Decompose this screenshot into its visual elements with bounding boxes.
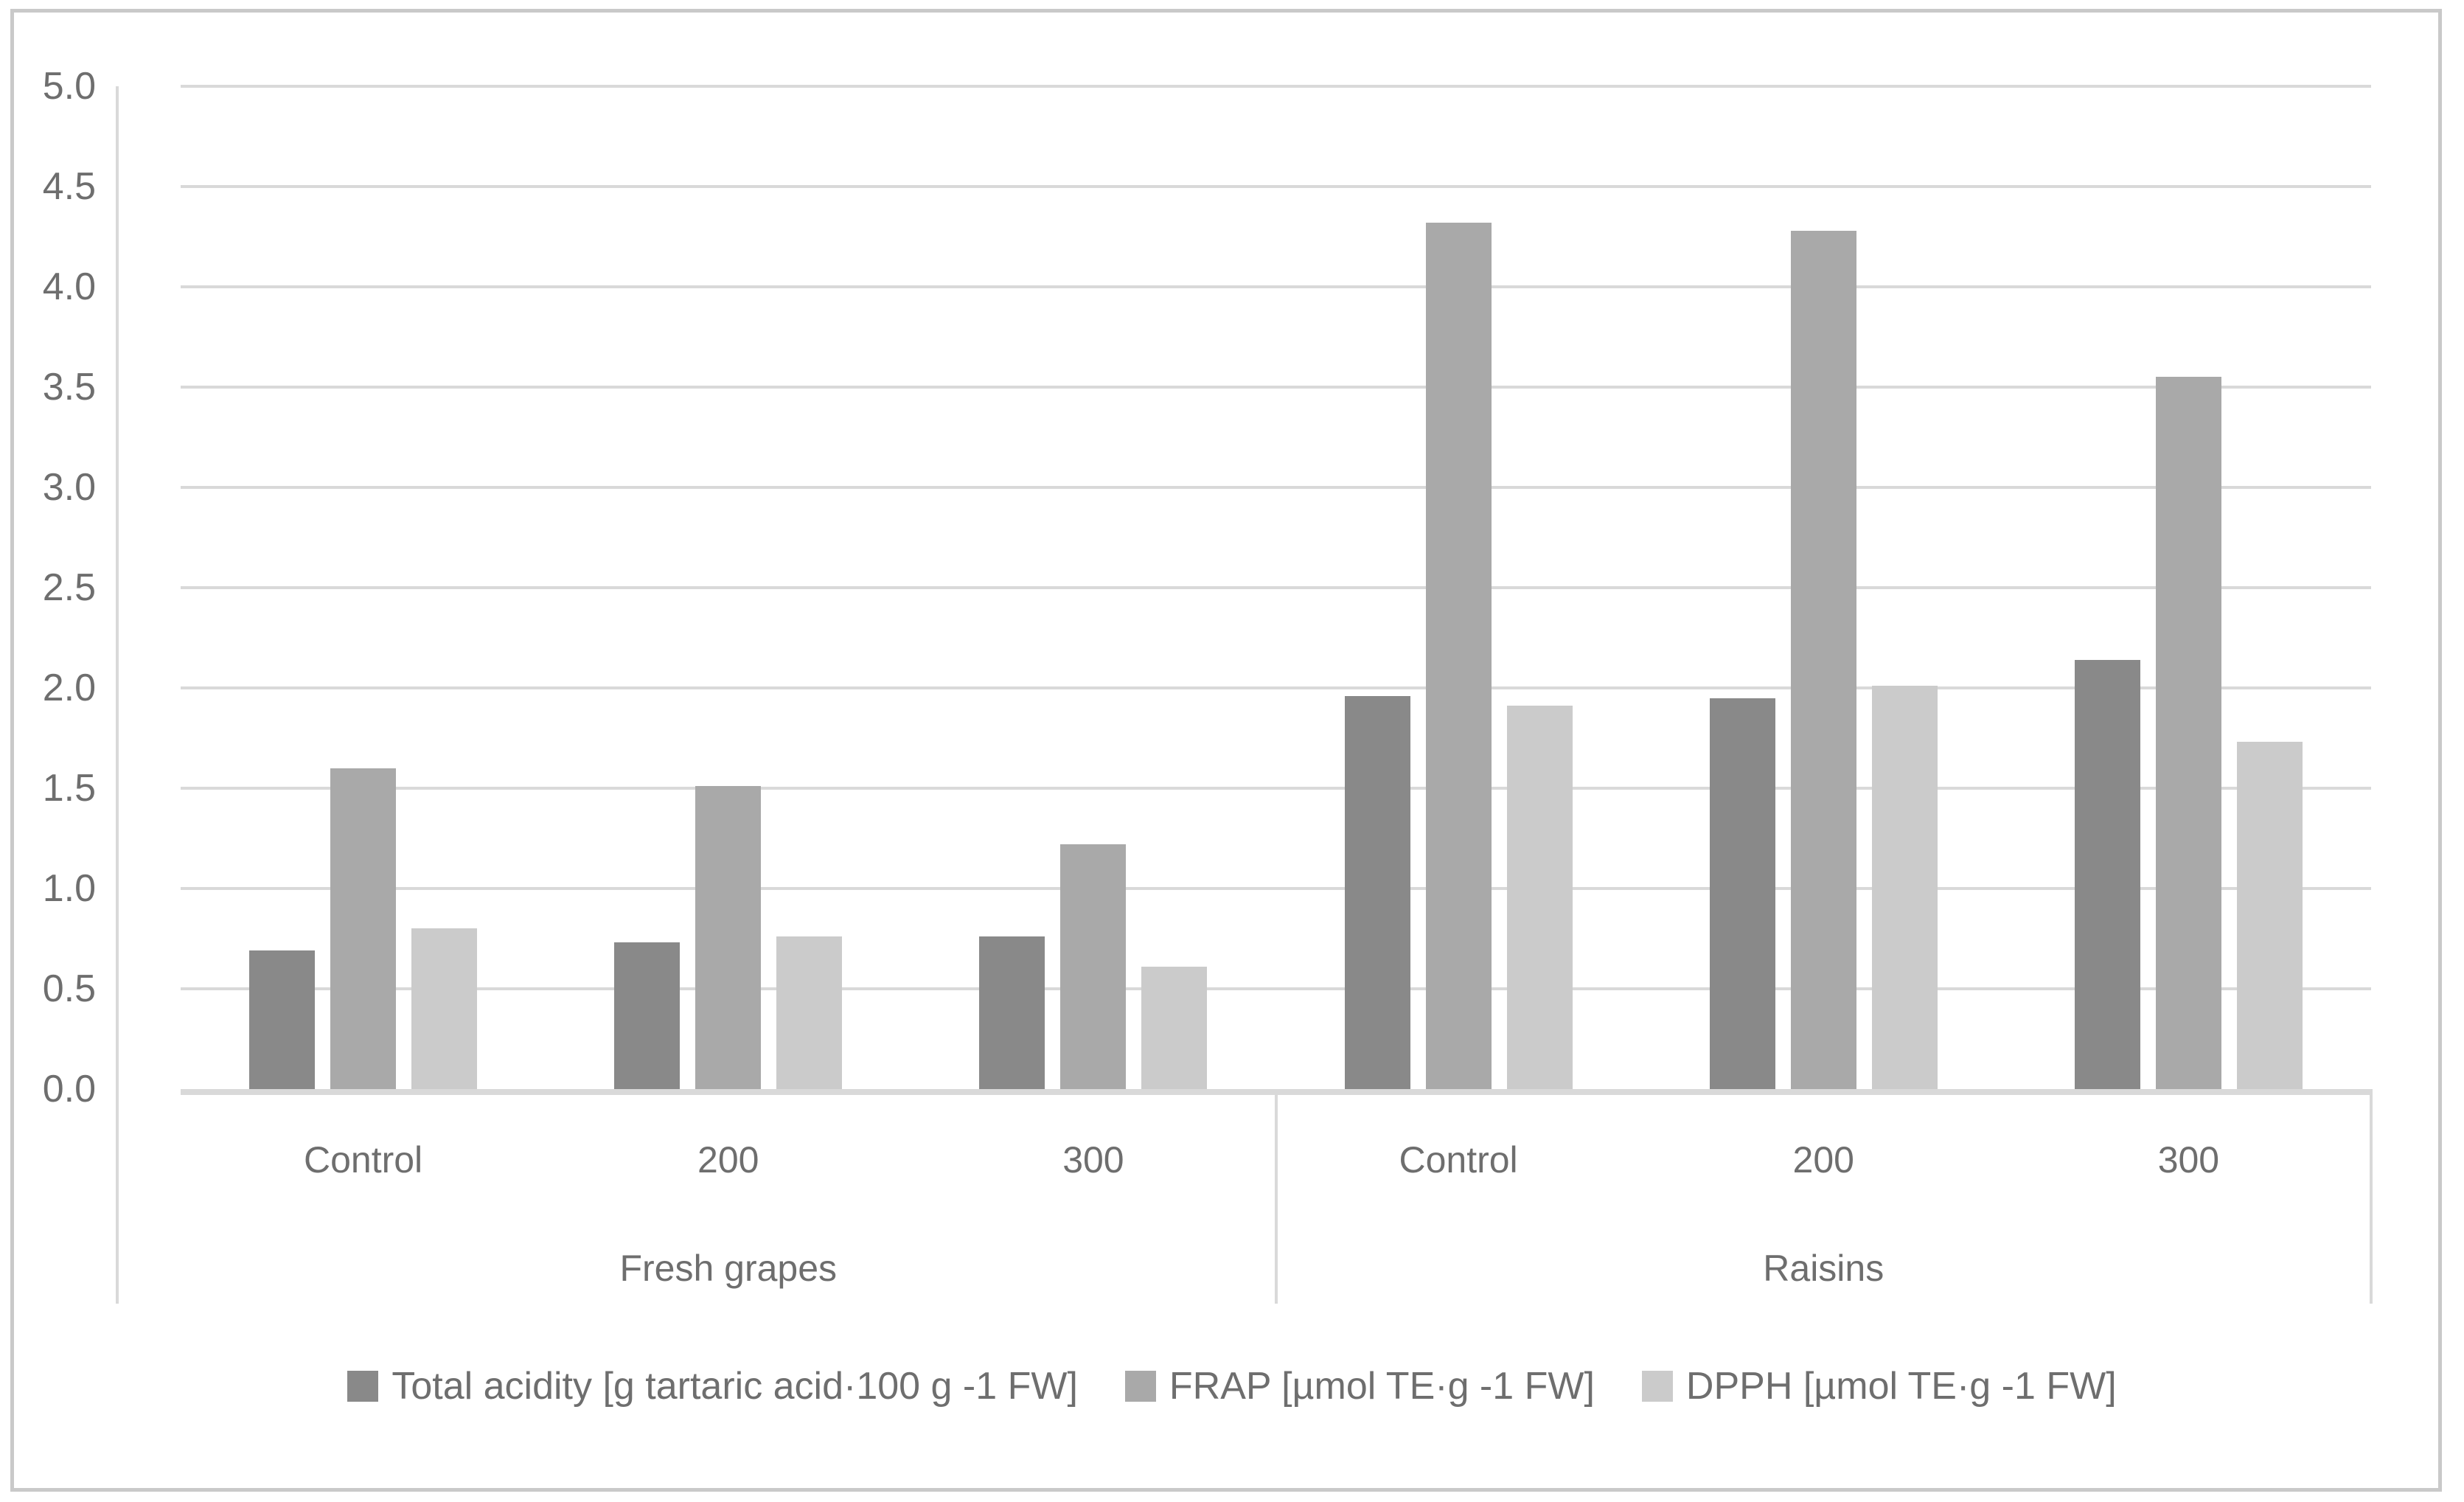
category-table-divider bbox=[2370, 1089, 2373, 1304]
legend-label: Total acidity [g tartaric acid·100 g -1 … bbox=[391, 1365, 1078, 1408]
y-tick-label: 3.5 bbox=[42, 366, 96, 408]
category-label: Control bbox=[303, 1139, 423, 1181]
bar bbox=[2074, 659, 2140, 1089]
y-tick-label: 1.0 bbox=[42, 867, 96, 910]
y-tick-label: 2.5 bbox=[42, 566, 96, 609]
legend-item: Total acidity [g tartaric acid·100 g -1 … bbox=[347, 1364, 1078, 1408]
bar bbox=[1141, 967, 1208, 1089]
bar bbox=[1060, 844, 1127, 1089]
legend-item: FRAP [µmol TE·g -1 FW] bbox=[1124, 1364, 1595, 1408]
gridline bbox=[181, 787, 2371, 790]
bar bbox=[330, 768, 397, 1089]
y-tick-label: 4.5 bbox=[42, 165, 96, 208]
gridline bbox=[181, 85, 2371, 88]
bar bbox=[695, 786, 762, 1089]
bar bbox=[2236, 742, 2303, 1089]
bar bbox=[1709, 698, 1775, 1089]
y-tick-label: 0.5 bbox=[42, 967, 96, 1010]
category-label: 300 bbox=[2157, 1139, 2220, 1181]
bar bbox=[1506, 706, 1573, 1089]
legend-swatch bbox=[1124, 1371, 1156, 1402]
category-label: 200 bbox=[1792, 1139, 1854, 1181]
category-label: 300 bbox=[1062, 1139, 1124, 1181]
group-label: Fresh grapes bbox=[619, 1248, 838, 1289]
chart-legend: Total acidity [g tartaric acid·100 g -1 … bbox=[0, 1351, 2464, 1422]
y-tick-label: 0.0 bbox=[42, 1068, 96, 1110]
legend-item: DPPH [µmol TE·g -1 FW] bbox=[1641, 1364, 2117, 1408]
bar bbox=[2155, 377, 2221, 1089]
bar bbox=[249, 950, 316, 1089]
y-tick-label: 2.0 bbox=[42, 667, 96, 709]
category-label: 200 bbox=[697, 1139, 759, 1181]
y-tick-label: 1.5 bbox=[42, 767, 96, 810]
gridline bbox=[181, 987, 2371, 990]
gridline bbox=[181, 887, 2371, 890]
legend-swatch bbox=[347, 1371, 379, 1402]
gridline bbox=[181, 686, 2371, 689]
bar bbox=[1425, 222, 1492, 1089]
gridline bbox=[181, 386, 2371, 389]
category-table-divider bbox=[1274, 1089, 1278, 1304]
y-axis-line bbox=[116, 86, 119, 1304]
bar bbox=[979, 936, 1045, 1089]
legend-label: FRAP [µmol TE·g -1 FW] bbox=[1169, 1365, 1595, 1408]
gridline bbox=[181, 185, 2371, 188]
bar bbox=[776, 936, 843, 1089]
category-label: Control bbox=[1399, 1139, 1518, 1181]
legend-label: DPPH [µmol TE·g -1 FW] bbox=[1685, 1365, 2117, 1408]
bar bbox=[1871, 686, 1938, 1089]
group-label: Raisins bbox=[1763, 1248, 1884, 1289]
bar bbox=[1790, 230, 1856, 1089]
bar bbox=[1344, 695, 1410, 1089]
gridline bbox=[181, 586, 2371, 589]
y-tick-label: 3.0 bbox=[42, 466, 96, 509]
legend-swatch bbox=[1641, 1371, 1673, 1402]
bar bbox=[614, 942, 681, 1089]
y-tick-label: 5.0 bbox=[42, 65, 96, 108]
bar bbox=[411, 928, 478, 1089]
gridline bbox=[181, 285, 2371, 288]
gridline bbox=[181, 486, 2371, 489]
y-tick-label: 4.0 bbox=[42, 265, 96, 308]
